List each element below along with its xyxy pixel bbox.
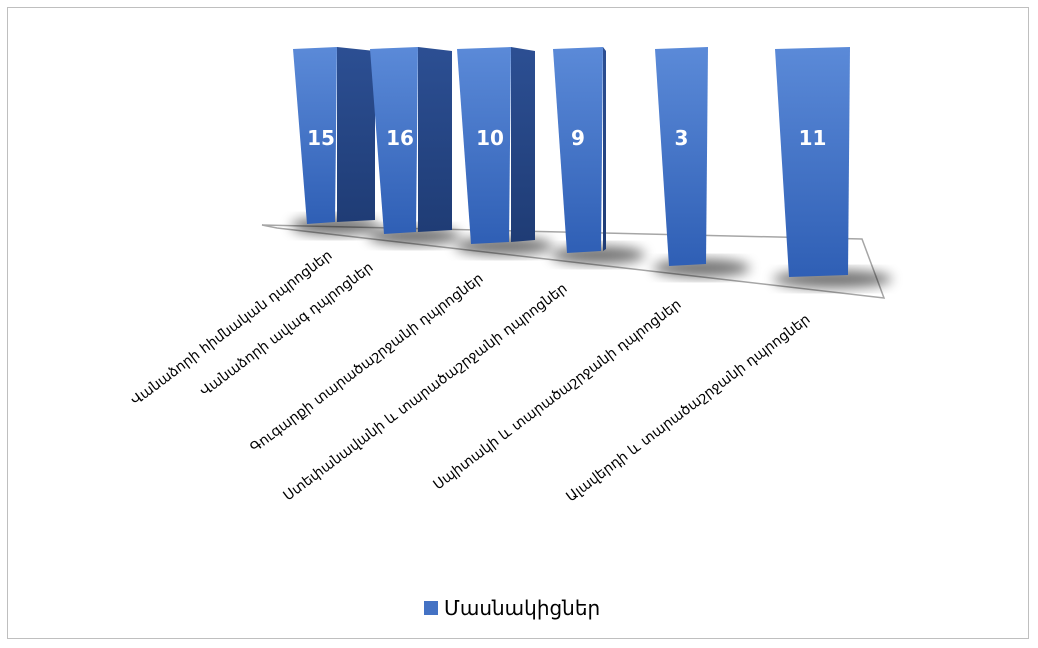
bar <box>293 47 337 224</box>
legend-swatch <box>424 601 438 615</box>
bar <box>553 47 603 253</box>
bar <box>457 47 511 244</box>
legend-label: Մասնակիցներ <box>444 596 600 620</box>
bar-side <box>511 47 535 242</box>
bar <box>775 47 850 277</box>
category-label: Ալավերդի և տարածաշրջանի դպրոցներ <box>563 311 813 505</box>
data-label: 16 <box>386 126 414 150</box>
data-label: 3 <box>675 126 689 150</box>
data-label: 15 <box>307 126 335 150</box>
category-label: Սպիտակի և տարածաշրջանի դպրոցներ <box>431 296 685 493</box>
data-label: 10 <box>476 126 504 150</box>
bar <box>370 47 418 234</box>
bar <box>655 47 708 266</box>
legend: Մասնակիցներ <box>424 596 600 620</box>
bar-side <box>337 47 375 222</box>
category-label: Վանաձորի հիմնական դպրոցներ <box>128 247 335 409</box>
bar-side <box>418 47 452 232</box>
data-label: 11 <box>799 126 827 150</box>
bar-side <box>603 47 606 251</box>
data-label: 9 <box>571 126 585 150</box>
